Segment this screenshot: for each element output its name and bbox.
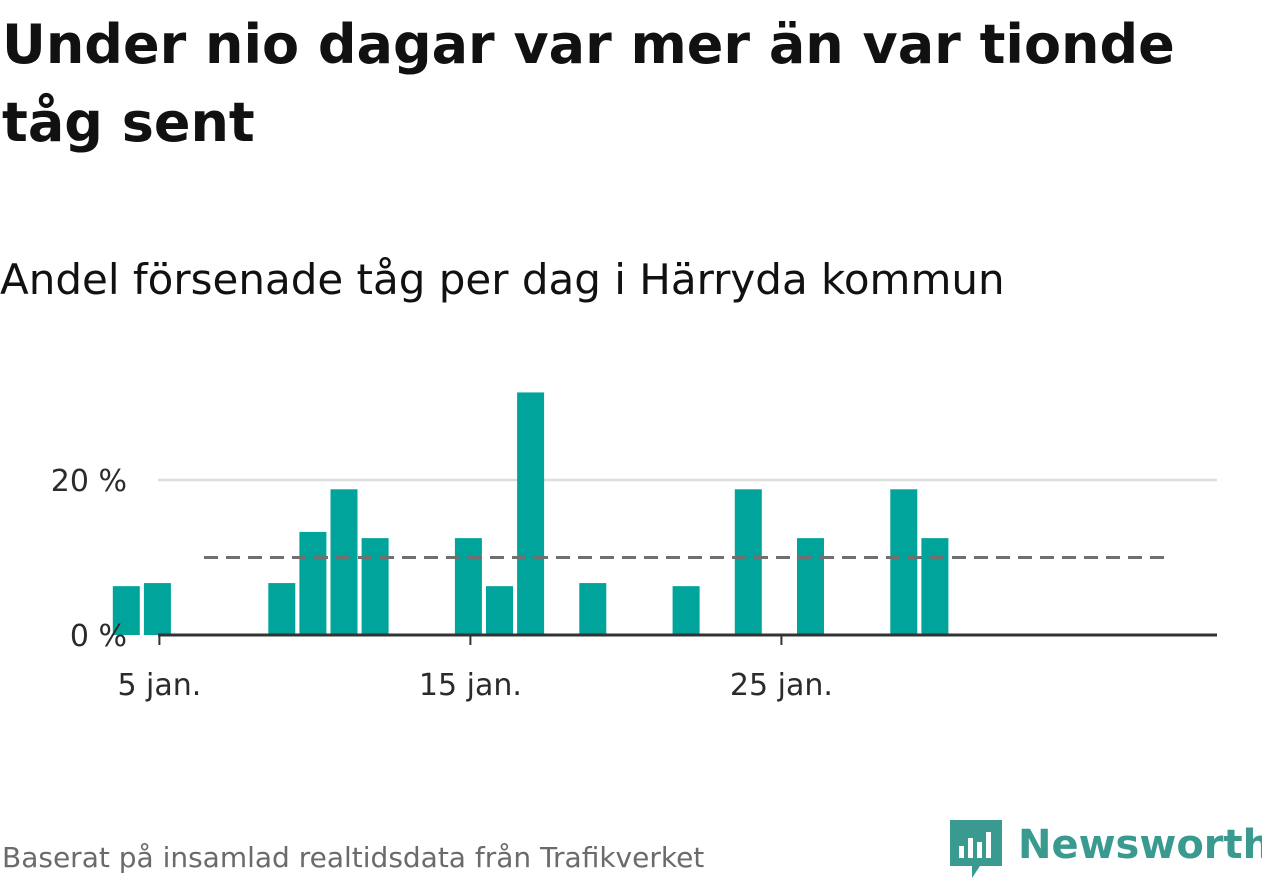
source-note: Baserat på insamlad realtidsdata från Tr… bbox=[2, 841, 705, 874]
bar-day-19 bbox=[579, 583, 607, 635]
bar-day-30 bbox=[921, 538, 949, 635]
bar-day-4 bbox=[112, 586, 140, 635]
axis-layer: 0 % 20 % 5 jan. 15 jan. 25 jan. bbox=[51, 464, 1217, 703]
bar-day-9 bbox=[268, 583, 296, 635]
bar-day-17 bbox=[517, 392, 545, 635]
chart-title: Under nio dagar var mer än var tionde tå… bbox=[2, 13, 1175, 154]
bar-day-16 bbox=[486, 586, 513, 635]
bar-chart: 0 % 20 % 5 jan. 15 jan. 25 jan. bbox=[51, 392, 1217, 703]
bar-day-24 bbox=[734, 489, 762, 635]
y-tick-label-1: 20 % bbox=[51, 464, 127, 499]
newsworthy-logo: Newsworthy bbox=[950, 818, 1262, 879]
chart-subtitle: Andel försenade tåg per dag i Härryda ko… bbox=[0, 255, 1005, 304]
bar-day-5 bbox=[143, 583, 171, 635]
bar-layer bbox=[112, 392, 949, 635]
y-tick-label-0: 0 % bbox=[70, 619, 127, 654]
brand-name: Newsworthy bbox=[1018, 822, 1262, 868]
bar-day-22 bbox=[672, 586, 700, 635]
bar-day-29 bbox=[890, 489, 918, 635]
x-tick-label-2: 25 jan. bbox=[730, 668, 833, 703]
newsworthy-logo-icon bbox=[950, 820, 1002, 878]
bar-day-15 bbox=[454, 538, 482, 635]
x-tick-label-1: 15 jan. bbox=[419, 668, 522, 703]
x-tick-label-0: 5 jan. bbox=[117, 668, 201, 703]
bar-day-10 bbox=[299, 531, 327, 635]
bar-day-12 bbox=[361, 538, 389, 635]
bar-day-26 bbox=[797, 538, 824, 635]
bar-day-11 bbox=[330, 489, 358, 635]
